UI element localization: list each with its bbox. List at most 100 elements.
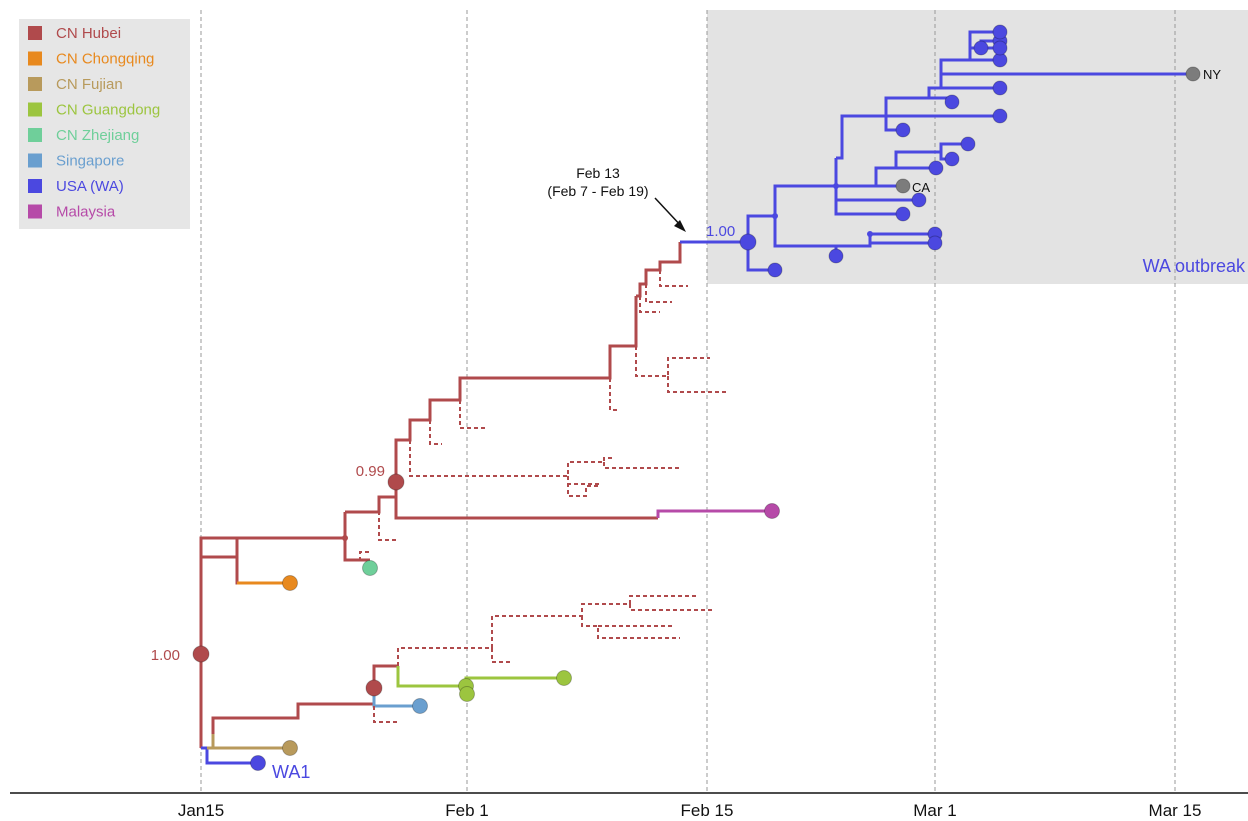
tree-branch [201, 746, 258, 765]
introduction-arrowhead [674, 220, 686, 232]
tip-node-wa1 [250, 755, 266, 771]
unsampled-branch [581, 616, 680, 639]
tip-node-chongqing [282, 575, 298, 591]
legend-label: Malaysia [56, 204, 116, 221]
tip-node-wa [960, 136, 976, 152]
wa-root-node [739, 233, 757, 251]
tree-branch [636, 242, 682, 298]
tree-branch [773, 184, 836, 216]
tree-branch [199, 536, 239, 557]
tree-branch [237, 512, 370, 562]
tip-node-fujian [282, 740, 298, 756]
tree-branch [464, 676, 564, 686]
tip-node-wa [944, 151, 960, 167]
tip-node-ca [895, 178, 911, 194]
legend-label: USA (WA) [56, 178, 124, 195]
legend-swatch [28, 26, 42, 40]
tick-label-jan15: Jan15 [178, 801, 224, 820]
tree-branch [656, 509, 772, 518]
legend-label: Singapore [56, 153, 124, 170]
root-node [192, 645, 210, 663]
clade-node [387, 473, 405, 491]
unsampled-branch [635, 346, 710, 377]
clade-support-value: 0.99 [356, 463, 385, 480]
tree-branch [211, 688, 376, 734]
tree-branch [746, 214, 838, 256]
legend-swatch [28, 102, 42, 117]
tree-branch [929, 72, 1193, 90]
legend-box [19, 19, 190, 229]
unsampled-branch [567, 476, 600, 485]
root-support-value: 1.00 [151, 647, 180, 664]
tip-node-ny [1185, 66, 1201, 82]
tip-node-wa [767, 262, 783, 278]
unsampled-branch [603, 462, 680, 469]
tip-node-wa [992, 24, 1008, 40]
tip-node-malaysia [764, 503, 780, 519]
tick-label-mar1: Mar 1 [913, 801, 956, 820]
tip-node-wa [992, 80, 1008, 96]
tree-branch [836, 142, 968, 188]
legend-swatch [28, 153, 42, 168]
tree-branch [207, 734, 290, 750]
tip-node-zhejiang [362, 560, 378, 576]
unsampled-branch [491, 648, 512, 663]
introduction-date-label: Feb 13 [576, 165, 620, 181]
legend-label: CN Hubei [56, 25, 121, 42]
unsampled-branch [459, 400, 486, 429]
legend-label: CN Fujian [56, 76, 123, 93]
tip-node-wa [911, 192, 927, 208]
tree-branch [394, 482, 658, 520]
tip-node-guangdong [459, 686, 475, 702]
wa-support-value: 1.00 [706, 223, 735, 240]
tip-node-wa [944, 94, 960, 110]
annotations: Feb 13 (Feb 7 - Feb 19) 1.00 0.99 1.00 W… [151, 67, 1246, 782]
wa-outbreak-region [707, 10, 1248, 284]
unsampled-branch [667, 376, 726, 393]
time-axis: Jan15 Feb 1 Feb 15 Mar 1 Mar 15 [10, 792, 1248, 820]
internal-node [365, 679, 383, 697]
tip-node-wa [992, 108, 1008, 124]
legend-swatch [28, 51, 42, 66]
tree-branch [345, 482, 398, 514]
tip-node-wa [895, 122, 911, 138]
legend-label: CN Guangdong [56, 102, 160, 119]
tip-node-wa [928, 160, 944, 176]
unsampled-branch [397, 595, 698, 666]
unsampled-branch [567, 476, 598, 497]
unsampled-branch [609, 378, 618, 411]
unsampled-branch [373, 706, 398, 723]
tree-branch [968, 30, 1000, 60]
tick-label-feb15: Feb 15 [681, 801, 734, 820]
internal-node-small [772, 213, 778, 219]
ca-tip-label: CA [912, 180, 930, 195]
unsampled-branch [629, 604, 714, 611]
unsampled-branch [409, 440, 612, 477]
tip-node-wa [927, 235, 943, 251]
unsampled-branch [429, 420, 442, 445]
legend-label: CN Zhejiang [56, 127, 139, 144]
legend-swatch [28, 77, 42, 91]
tip-node-wa [895, 206, 911, 222]
tick-label-mar15: Mar 15 [1149, 801, 1202, 820]
unsampled-branch [345, 551, 372, 561]
legend-swatch [28, 204, 42, 219]
ny-tip-label: NY [1203, 67, 1221, 82]
introduction-interval-label: (Feb 7 - Feb 19) [547, 183, 648, 199]
tree-branch [834, 198, 919, 214]
tree-branch [746, 242, 775, 272]
tip-node-singapore [412, 698, 428, 714]
tree-nodes [192, 24, 1201, 771]
tip-node-wa [973, 40, 989, 56]
internal-node-small [833, 183, 839, 189]
unsampled-branch [659, 270, 688, 287]
legend-label: CN Chongqing [56, 51, 154, 68]
tick-label-feb1: Feb 1 [445, 801, 488, 820]
wa1-label: WA1 [272, 762, 310, 782]
tip-node-guangdong [556, 670, 572, 686]
tree-branch [396, 666, 468, 694]
tree-branch [394, 296, 638, 482]
legend: CN Hubei CN Chongqing CN Fujian CN Guangdon… [19, 19, 190, 229]
unsampled-branch [645, 284, 672, 303]
